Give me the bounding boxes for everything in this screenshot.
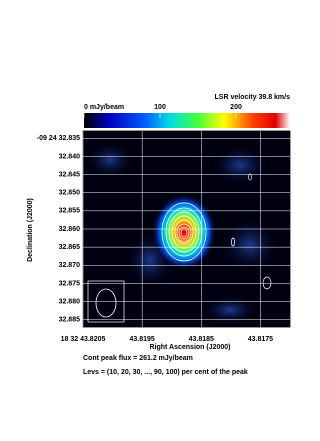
colorbar-tick-label: 200 (230, 104, 242, 111)
y-tick-label: 32.845 (59, 171, 81, 178)
y-tick-label: 32.870 (59, 262, 81, 269)
y-tick-label: 32.885 (59, 317, 81, 324)
x-tick-label: 43.8185 (189, 336, 214, 343)
colorbar (84, 113, 290, 128)
x-tick-label: 18 32 43.8205 (61, 336, 106, 343)
x-tick-label: 43.8175 (248, 336, 273, 343)
colorbar-tick-label: 0 mJy/beam (84, 104, 124, 111)
y-tick-label: 32.840 (59, 153, 81, 160)
colorbar-tick-label: 100 (154, 104, 166, 111)
y-tick-label: 32.875 (59, 280, 81, 287)
y-tick-label: -09 24 32.835 (37, 135, 80, 142)
chart-title: LSR velocity 39.8 km/s (215, 94, 291, 101)
y-axis-label: Declination (J2000) (27, 198, 34, 262)
y-tick-label: 32.880 (59, 298, 81, 305)
y-tick-label: 32.865 (59, 244, 81, 251)
y-tick-label: 32.850 (59, 190, 81, 197)
chart: LSR velocity 39.8 km/s Right Ascension (… (27, 94, 291, 376)
y-tick-label: 32.855 (59, 208, 81, 215)
x-tick-label: 43.8195 (129, 336, 154, 343)
y-tick-label: 32.860 (59, 226, 81, 233)
note: Levs = (10, 20, 30, ..., 90, 100) per ce… (83, 369, 248, 376)
x-axis-label: Right Ascension (J2000) (149, 344, 230, 351)
note: Cont peak flux = 261.2 mJy/beam (83, 355, 193, 362)
